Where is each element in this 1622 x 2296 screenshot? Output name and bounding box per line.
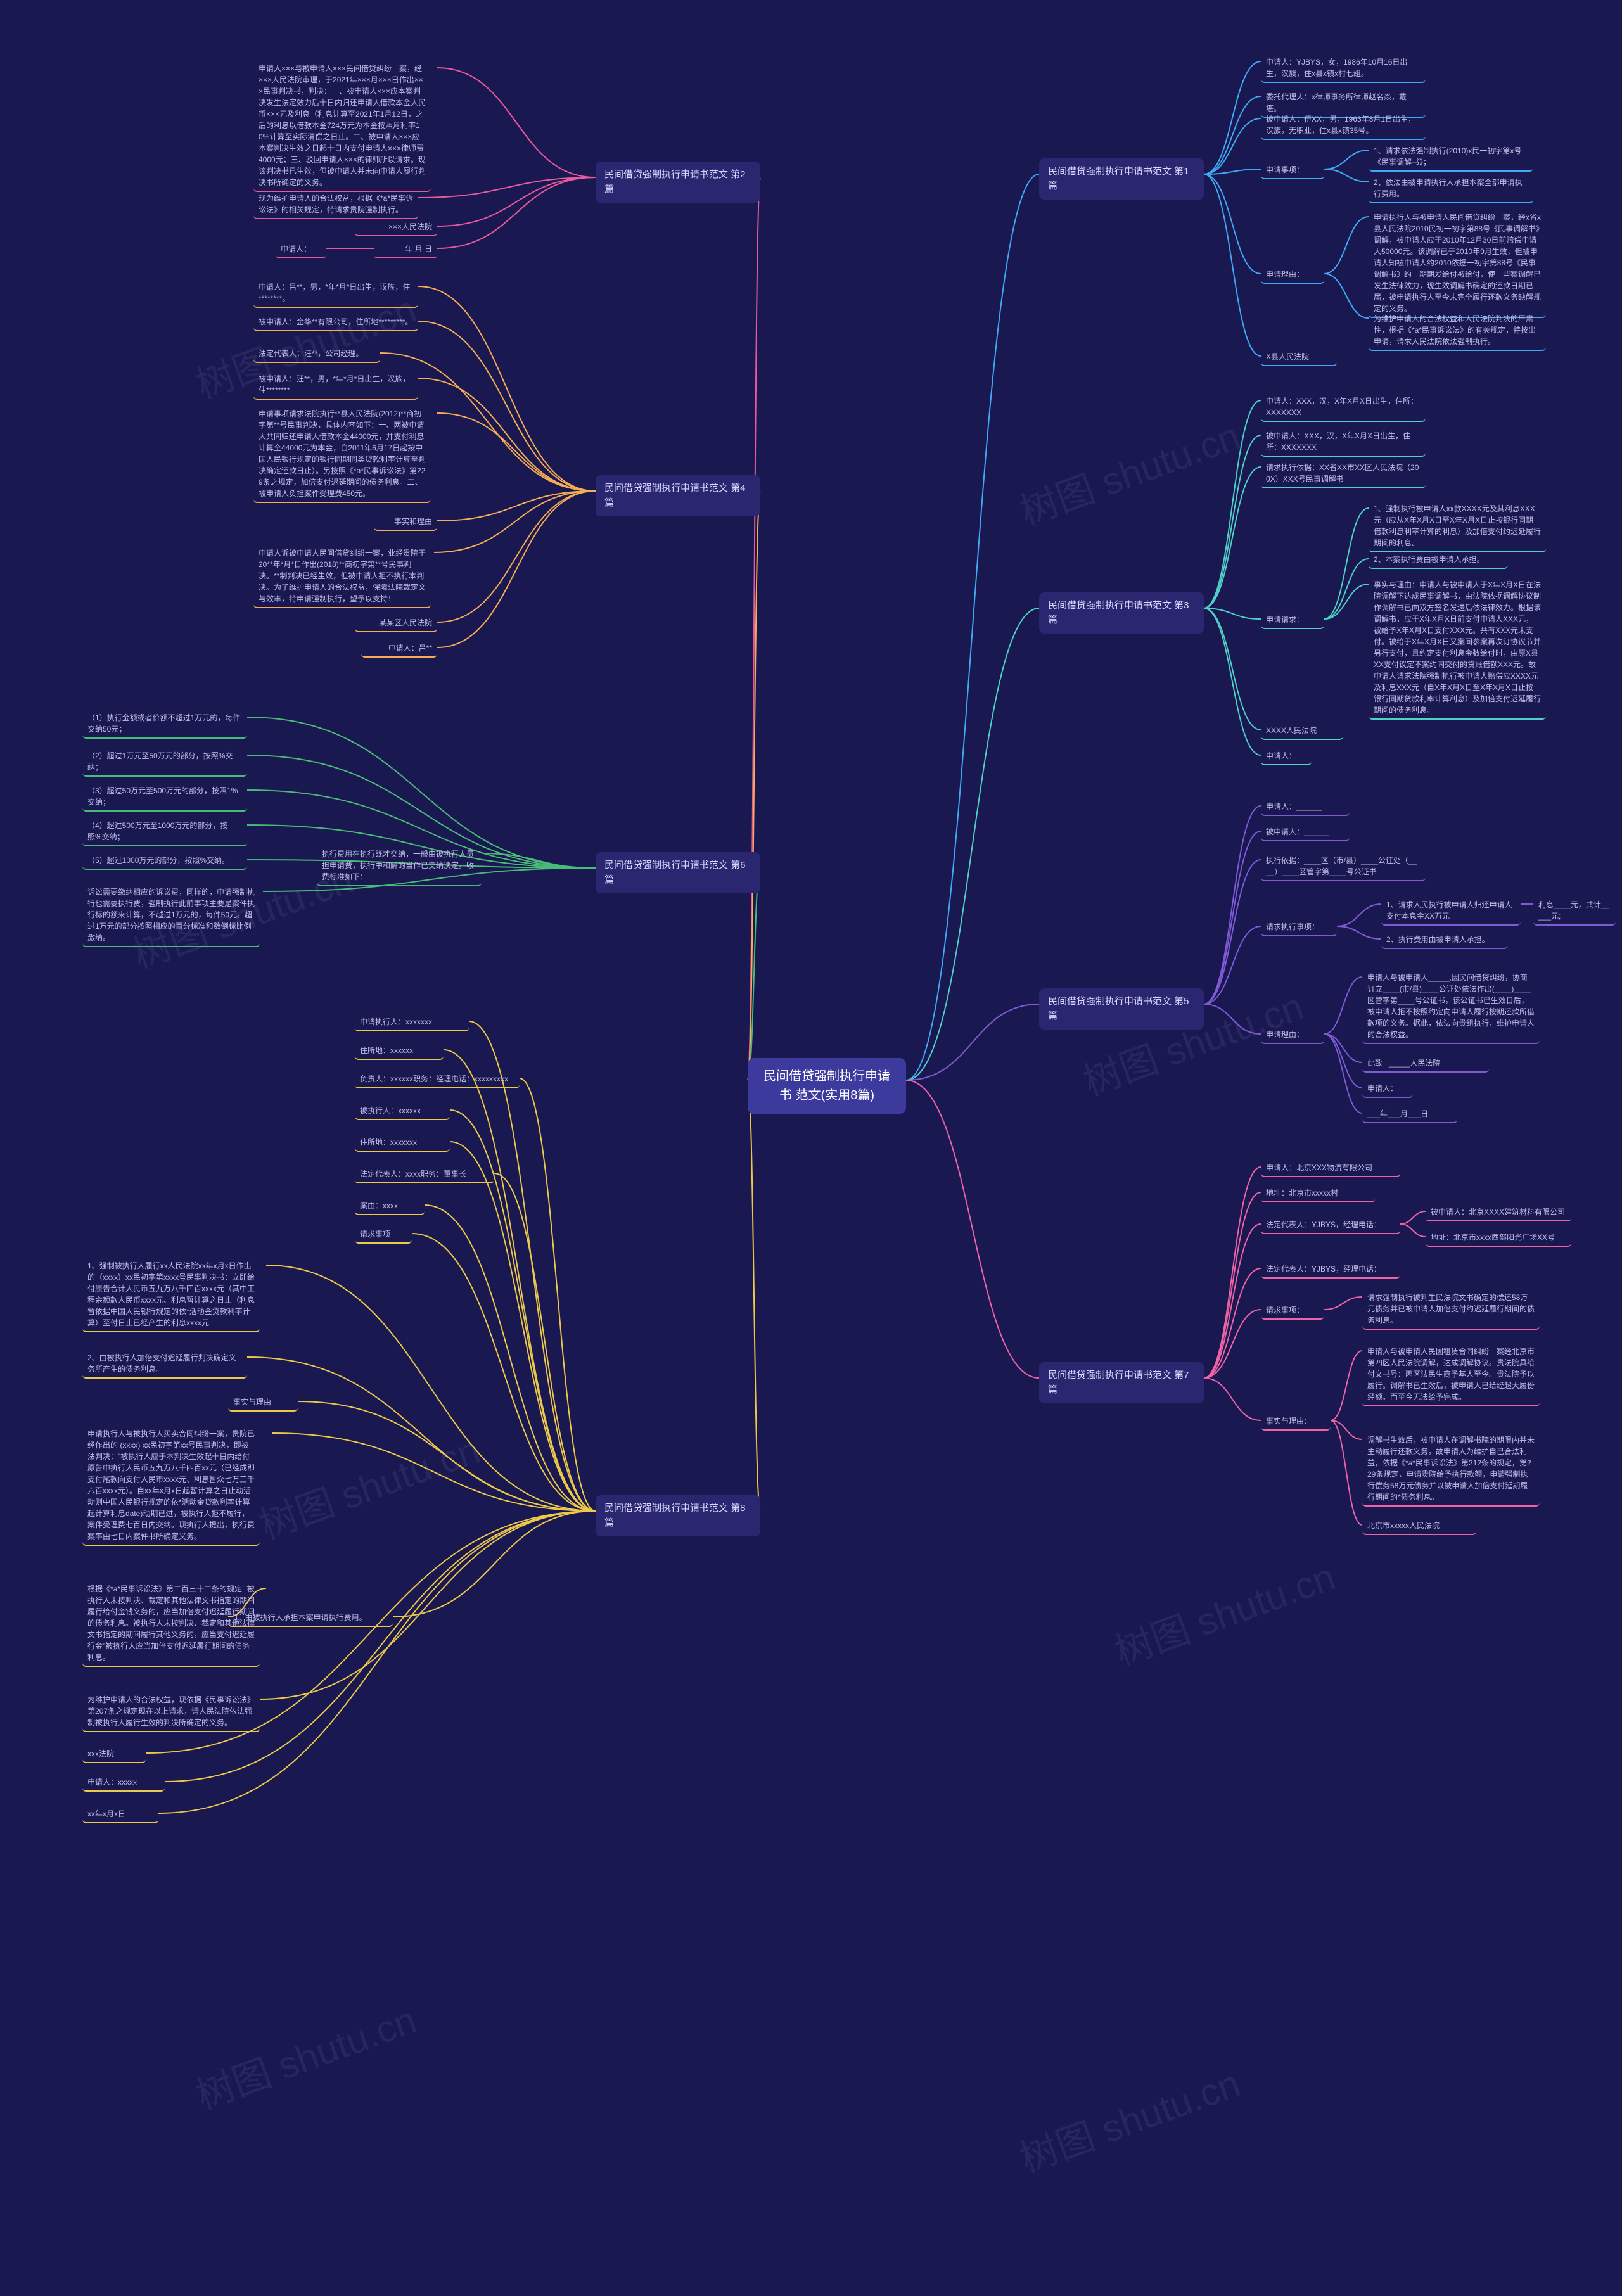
leaf-node: 被申请人：汪**，男，*年*月*日出生，汉族，住******** (253, 371, 418, 400)
leaf-node: （5）超过1000万元的部分，按照%交纳。 (82, 852, 247, 870)
leaf-node: 事实与理由：申请人与被申请人于X年X月X日在法院调解下达成民事调解书，由法院依据… (1369, 577, 1546, 720)
leaf-node: 事实和理由 (374, 513, 437, 531)
leaf-node: 执行费用在执行既才交纳，一般由被执行人员担申请费，执行中和解的当作已交纳决定。收… (317, 846, 482, 886)
leaf-node: 请求事项 (355, 1226, 412, 1244)
leaf-node: 请求执行事项： (1261, 919, 1337, 936)
leaf-node: 申请人：吕** (361, 640, 437, 658)
leaf-node: XXXX人民法院 (1261, 722, 1343, 740)
leaf-node: X县人民法院 (1261, 348, 1337, 366)
leaf-node: 申请人：xxxxx (82, 1774, 165, 1792)
leaf-node: 申请人：吕**，男，*年*月*日出生，汉族，住********。 (253, 279, 418, 308)
leaf-node: 利息____元，共计_____元; (1533, 896, 1616, 926)
leaf-node: 1、强制执行被申请人xx款XXXX元及其利息XXX元（应从X年X月X日至X年X月… (1369, 501, 1546, 552)
leaf-node: 某某区人民法院 (355, 615, 437, 632)
leaf-node: ×××人民法院 (355, 219, 437, 236)
leaf-node: 被申请人：金华**有限公司，住所地*********。 (253, 314, 418, 331)
leaf-node: 申请执行人：xxxxxxx (355, 1014, 469, 1031)
leaf-node: xx年x月x日 (82, 1806, 158, 1823)
leaf-node: 地址：北京市xxxxx村 (1261, 1185, 1375, 1202)
branch-node: 民间借贷强制执行申请书范文 第1 篇 (1039, 158, 1204, 200)
leaf-node: 根据《*a*民事诉讼法》第二百三十二条的规定 "被执行人未按判决、裁定和其他法律… (82, 1581, 260, 1667)
leaf-node: 住所地：xxxxxx (355, 1042, 444, 1060)
leaf-node: 被申请人：XXX，汉，X年X月X日出生，住所：XXXXXXX (1261, 428, 1426, 457)
leaf-node: 北京市xxxxx人民法院 (1362, 1517, 1476, 1535)
leaf-node: 此致 _____人民法院 (1362, 1055, 1489, 1073)
leaf-node: 申请人： (1261, 748, 1312, 765)
leaf-node: 申请理由： (1261, 266, 1324, 284)
leaf-node: （3）超过50万元至500万元的部分，按照1%交纳； (82, 782, 247, 812)
branch-node: 民间借贷强制执行申请书范文 第6 篇 (596, 852, 760, 893)
leaf-node: 1、请求依法强制执行(2010)x民一初字第x号《民事调解书》； (1369, 143, 1533, 172)
branch-node: 民间借贷强制执行申请书范文 第4 篇 (596, 475, 760, 516)
leaf-node: 申请执行人与被申请人民间借贷纠纷一案，经x省x县人民法院2010民初一初字第88… (1369, 209, 1546, 318)
leaf-node: 法定代表人：xxxx职务：董事长 (355, 1166, 494, 1183)
leaf-node: 申请事项请求法院执行**县人民法院(2012)**商初字第**号民事判决，具体内… (253, 405, 431, 503)
leaf-node: 为维护申请人的合法权益和人民法院判决的严肃性，根据《*a*民事诉讼法》的有关规定… (1369, 310, 1546, 351)
leaf-node: （1）执行金额或者价额不超过1万元的，每件交纳50元； (82, 710, 247, 739)
leaf-node: 负责人：xxxxxx职务：经理电话：xxxxxxxxx (355, 1071, 520, 1088)
leaf-node: 法定代表人：YJBYS，经理电话： (1261, 1261, 1400, 1279)
leaf-node: 年 月 日 (374, 241, 437, 258)
leaf-node: 请求执行依据：XX省XX市XX区人民法院（200X）XXX号民事调解书 (1261, 459, 1426, 488)
leaf-node: 案由：xxxx (355, 1197, 425, 1215)
leaf-node: xxx法院 (82, 1745, 146, 1763)
leaf-node: 2、本案执行费由被申请人承担。 (1369, 551, 1508, 569)
leaf-node: 1、强制被执行人履行xx人民法院xx年x月x日作出的（xxxx）xx民初字第xx… (82, 1258, 260, 1332)
leaf-node: 申请理由： (1261, 1026, 1324, 1044)
leaf-node: 事实与理由： (1261, 1413, 1331, 1431)
leaf-node: 调解书生效后，被申请人在调解书院的期限内并未主动履行还款义务，故申请人为维护自己… (1362, 1432, 1540, 1507)
leaf-node: 被申请人：______ (1261, 824, 1350, 841)
leaf-node: （2）超过1万元至50万元的部分，按照%交纳； (82, 748, 247, 777)
leaf-node: 2、依法由被申请执行人承担本案全部申请执行费用。 (1369, 174, 1533, 203)
leaf-node: 申请人：______ (1261, 798, 1350, 816)
leaf-node: 申请请求： (1261, 611, 1324, 629)
leaf-node: 1、请求人民执行被申请人归还申请人支付本息金XX万元 (1381, 896, 1521, 926)
leaf-node: 被申请人：北京XXXX建筑材料有限公司 (1426, 1204, 1571, 1221)
leaf-node: 2、由被执行人加倍支付迟延履行判决确定义务所产生的债务利息。 (82, 1349, 247, 1379)
leaf-node: 请求事项： (1261, 1302, 1324, 1320)
branch-node: 民间借贷强制执行申请书范文 第5 篇 (1039, 988, 1204, 1030)
leaf-node: 住所地：xxxxxxx (355, 1134, 450, 1152)
leaf-node: 为维护申请人的合法权益，现依据《民事诉讼法》第207条之规定现在以上请求，请人民… (82, 1692, 260, 1732)
leaf-node: 申请人： (1362, 1080, 1413, 1098)
branch-node: 民间借贷强制执行申请书范文 第3 篇 (1039, 592, 1204, 634)
branch-node: 民间借贷强制执行申请书范文 第2 篇 (596, 162, 760, 203)
leaf-node: 法定代表人：汪**，公司经理。 (253, 345, 380, 363)
leaf-node: 事实与理由 (228, 1394, 298, 1412)
leaf-node: 诉讼需要缴纳相应的诉讼费，同样的，申请强制执行也需要执行费，强制执行此前事项主要… (82, 884, 260, 947)
leaf-node: 2、执行费用由被申请人承担。 (1381, 931, 1508, 949)
leaf-node: 申请事项： (1261, 162, 1324, 179)
leaf-node: 请求强制执行被判生民法院文书确定的偿还58万元债务并已被申请人加倍支付约迟延履行… (1362, 1289, 1540, 1330)
branch-node: 民间借贷强制执行申请书范文 第7 篇 (1039, 1362, 1204, 1403)
leaf-node: 申请人：北京XXX物流有限公司 (1261, 1159, 1400, 1177)
leaf-node: ___年___月___日 (1362, 1106, 1457, 1123)
leaf-node: 申请人： (276, 241, 326, 258)
root-node: 民间借贷强制执行申请书 范文(实用8篇) (748, 1058, 906, 1114)
leaf-node: 申请人×××与被申请人×××民间借贷纠纷一案，经×××人民法院审理，于2021年… (253, 60, 431, 192)
leaf-node: 申请人：XXX，汉，X年X月X日出生，住所：XXXXXXX (1261, 393, 1426, 422)
leaf-node: 申请人与被申请人民因租赁合同纠纷一案经北京市第四区人民法院调解，达成调解协议。贵… (1362, 1343, 1540, 1406)
leaf-node: 被执行人：xxxxxx (355, 1102, 450, 1120)
leaf-node: 现为维护申请人的合法权益，根据《*a*民事诉讼法》的相关规定，特请求贵院强制执行… (253, 190, 418, 219)
leaf-node: （4）超过500万元至1000万元的部分，按照%交纳； (82, 817, 247, 846)
leaf-node: 申请人：YJBYS，女，1986年10月16日出生，汉族，住x县x镇x村七组。 (1261, 54, 1426, 83)
branch-node: 民间借贷强制执行申请书范文 第8 篇 (596, 1495, 760, 1536)
leaf-node: 申请人与被申请人_____,因民间借贷纠纷，协商订立____(市/县)____公… (1362, 969, 1540, 1044)
leaf-node: 申请人诉被申请人民间借贷纠纷一案，业经贵院于20**年*月*日作出(2018)*… (253, 545, 431, 608)
leaf-node: 法定代表人：YJBYS，经理电话： (1261, 1216, 1400, 1234)
leaf-node: 被申请人：伍XX，男，1963年8月1日出生，汉族，无职业，住x县x镇35号。 (1261, 111, 1426, 140)
leaf-node: 执行依据：____区（市/县）____公证处（____）____区管字第____… (1261, 852, 1426, 881)
leaf-node: 地址：北京市xxxx西部阳光广场XX号 (1426, 1229, 1571, 1247)
leaf-node: 申请执行人与被执行人买卖合同纠纷一案，贵院已经作出的 (xxxx) xx民初字第… (82, 1425, 260, 1546)
